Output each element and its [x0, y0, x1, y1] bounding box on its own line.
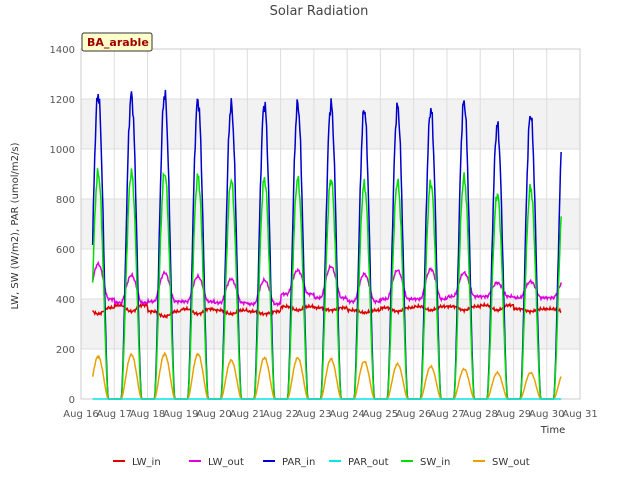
y-axis-label: LW, SW (W/m2), PAR (umol/m2/s)	[10, 142, 21, 309]
y-tick-label: 400	[56, 295, 75, 306]
y-tick-label: 600	[56, 245, 75, 256]
x-tick-label: Aug 16	[63, 409, 98, 420]
x-tick-label: Aug 28	[462, 409, 497, 420]
y-tick-label: 0	[69, 395, 75, 406]
y-tick-label: 1200	[50, 95, 75, 106]
legend-label-par-in: PAR_in	[282, 457, 315, 468]
chart-title: Solar Radiation	[270, 4, 369, 19]
x-tick-label: Aug 21	[230, 409, 265, 420]
x-tick-label: Aug 27	[429, 409, 464, 420]
legend-label-par-out: PAR_out	[348, 457, 389, 468]
x-tick-label: Aug 19	[163, 409, 198, 420]
site-label-background	[81, 32, 153, 52]
y-tick-label: 1000	[50, 145, 75, 156]
x-tick-label: Aug 31	[562, 409, 597, 420]
series-line-sw-out	[91, 351, 562, 400]
background-band	[81, 299, 580, 349]
y-tick-label: 200	[56, 345, 75, 356]
site-label-box: BA_arable	[81, 32, 153, 52]
x-tick-label: Aug 30	[529, 409, 564, 420]
x-tick-label: Aug 22	[263, 409, 298, 420]
background-bands	[81, 99, 580, 349]
x-tick-label: Aug 29	[496, 409, 531, 420]
y-tick-label: 1400	[50, 45, 75, 56]
x-tick-label: Aug 17	[97, 409, 132, 420]
legend-label-lw-in: LW_in	[132, 457, 161, 468]
y-axis-ticks: 0 200 400 600 800 1000 1200 1400	[50, 45, 75, 406]
legend-label-sw-in: SW_in	[420, 457, 450, 468]
site-label: BA_arable	[87, 36, 149, 49]
x-tick-label: Aug 23	[296, 409, 331, 420]
background-band	[81, 199, 580, 249]
x-tick-label: Aug 20	[196, 409, 231, 420]
x-axis-label: Time	[540, 425, 565, 436]
x-tick-label: Aug 26	[396, 409, 431, 420]
x-tick-label: Aug 18	[130, 409, 165, 420]
legend-label-sw-out: SW_out	[492, 457, 530, 468]
series-layer	[91, 89, 562, 400]
legend-label-lw-out: LW_out	[208, 457, 244, 468]
x-tick-label: Aug 24	[329, 409, 364, 420]
x-tick-label: Aug 25	[363, 409, 398, 420]
legend: LW_in LW_out PAR_in PAR_out SW_in SW_out	[113, 457, 530, 468]
y-tick-label: 800	[56, 195, 75, 206]
